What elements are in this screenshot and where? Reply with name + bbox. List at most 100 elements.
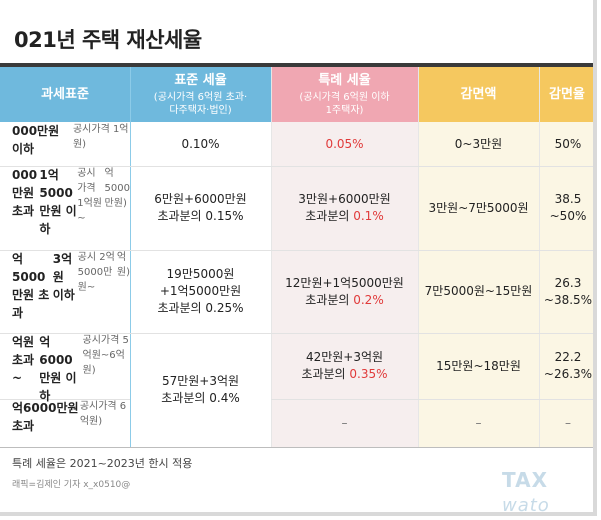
header-rate-label: 감면율 (549, 87, 585, 102)
special-rate-percent: 0.1% (353, 209, 384, 223)
tax-base-text: 000만원 이하 (12, 124, 60, 156)
special-rate-value: 3만원+6000만원 (298, 192, 391, 206)
tax-base-note: 공시가격 1억원) (72, 124, 129, 150)
row-divider (0, 250, 593, 251)
header-reduction: 감면액 (418, 67, 539, 122)
special-rate-prefix: 초과분의 (305, 292, 354, 307)
table-row-5-rate: – (539, 399, 593, 447)
special-rate-line: 초과분의 0.1% (305, 208, 383, 225)
table-row-4-special: 42만원+3억원 초과분의 0.35% (271, 333, 418, 399)
special-rate-value: 42만원+3억원 (305, 350, 384, 364)
row-divider (0, 399, 130, 400)
reduction-rate-value: 26.3 (554, 275, 582, 290)
table-bottom-line (0, 447, 593, 448)
table-row-4-rate: 22.2 ~26.3% (539, 333, 593, 399)
header-special-sub: (공시가격 6억원 이하 (299, 92, 390, 103)
standard-rate-value: 6만원+6000만원 (154, 192, 247, 206)
special-rate-line: 초과분의 0.35% (301, 366, 387, 383)
table-row-1-rate: 50% (539, 122, 593, 166)
header-standard-sub: 다주택자·법인) (169, 105, 232, 116)
header-special-bg (271, 67, 418, 122)
tax-base-note: 억원) (116, 252, 131, 278)
reduction-rate-value: ~38.5% (543, 292, 593, 307)
col-divider (539, 67, 540, 447)
reduction-value: 15만원~18만원 (436, 358, 521, 373)
header-special-rate: 특례 세율 (공시가격 6억원 이하 1주택자) (271, 67, 418, 122)
table-row-2-base: 000만원 초과 1억5000만원 이하 공시가격 1억원~ 억5000만원) (0, 166, 130, 250)
table-row-5-reduction: – (418, 399, 539, 447)
tax-base-text: 1억5000만원 이하 (39, 168, 77, 236)
standard-rate-value: 초과분의 0.4% (161, 391, 240, 405)
standard-rate-value: 0.10% (181, 136, 220, 151)
special-rate-prefix: 초과분의 (301, 367, 350, 381)
table-row-1-special: 0.05% (271, 122, 418, 166)
table-row-3-base: 억5000만원 초과 3억원 이하 공시 2억5000만원~ 억원) (0, 250, 130, 333)
tax-base-note: 공시가격 5억원~6억원) (82, 335, 129, 376)
table-row-4-reduction: 15만원~18만원 (418, 333, 539, 399)
table-row-2-special: 3만원+6000만원 초과분의 0.1% (271, 166, 418, 250)
header-reduction-label: 감면액 (460, 87, 497, 102)
header-standard-rate: 표준 세율 (공시가격 6억원 초과· 다주택자·법인) (130, 67, 271, 122)
standard-rate-value: 초과분의 0.15% (157, 209, 244, 223)
header-tax-base: 과세표준 (0, 67, 130, 122)
tax-base-text: 억5000만원 초과 (12, 252, 50, 320)
special-rate-value: 0.05% (325, 136, 364, 151)
reduction-rate-value: 38.5 (554, 192, 582, 206)
table-row-4-base: 억원 초과~ 억6000만원 이하 공시가격 5억원~6억원) (0, 333, 130, 403)
table-row-3-rate: 26.3 ~38.5% (539, 250, 593, 333)
row-divider (0, 333, 593, 334)
header-rate: 감면율 (539, 67, 593, 122)
reduction-rate-value: ~50% (549, 209, 587, 223)
table-row-1-base: 000만원 이하 공시가격 1억원) (0, 122, 130, 166)
tax-base-text: 000만원 초과 (12, 168, 38, 218)
table-row-5-special: – (271, 399, 418, 447)
table-row-5-base: 억6000만원 초과 공시가격 6억원) (0, 399, 130, 447)
tax-base-text: 억6000만원 이하 (39, 335, 77, 403)
table-row-1-reduction: 0~3만원 (418, 122, 539, 166)
reduction-value: 3만원~7만5000원 (428, 200, 529, 215)
table-row-2-reduction: 3만원~7만5000원 (418, 166, 539, 250)
row-divider (271, 399, 593, 400)
tax-base-text: 3억원 이하 (52, 252, 75, 302)
standard-rate-value: 19만5000원 (166, 267, 235, 281)
tax-base-note: 공시가격 1억원~ (77, 168, 102, 224)
reduction-value: 0~3만원 (454, 136, 503, 151)
header-standard-label: 표준 세율 (174, 73, 227, 88)
reduction-rate-value: 22.2 (554, 350, 582, 364)
header-standard-sub: (공시가격 6억원 초과· (153, 92, 248, 103)
tax-base-note: 공시가격 6억원) (79, 401, 127, 427)
reduction-rate-value: – (565, 415, 571, 430)
title-divider (0, 63, 593, 67)
special-rate-prefix: 초과분의 (305, 209, 354, 223)
table-row-3-reduction: 7만5000원~15만원 (418, 250, 539, 333)
table-row-3-standard: 19만5000원 +1억5000만원 초과분의 0.25% (130, 250, 271, 333)
header-reduction-bg (418, 67, 539, 122)
col-divider (271, 67, 272, 447)
table-row-2-rate: 38.5 ~50% (539, 166, 593, 250)
special-rate-value: 12만원+1억5000만원 (285, 275, 404, 290)
row-divider (0, 166, 593, 167)
header-tax-base-label: 과세표준 (41, 87, 89, 102)
tax-base-note: 억5000만원) (104, 168, 130, 209)
reduction-rate-value: 50% (554, 136, 582, 151)
col-divider (418, 67, 419, 447)
rate-column-bg (539, 122, 593, 447)
tax-base-text: 억원 초과~ (12, 335, 35, 385)
reduction-rate-value: ~26.3% (543, 367, 593, 381)
table-row-4-5-standard-merged: 57만원+3억원 초과분의 0.4% (130, 333, 271, 447)
credit-line: 래픽=김제인 기자 x_x0510@ (12, 480, 131, 490)
standard-rate-value: +1억5000만원 (159, 284, 242, 298)
logo-main-text: TAX (502, 468, 548, 492)
taxwatch-logo: TAX wato (502, 468, 593, 512)
tax-base-text: 억6000만원 초과 (12, 401, 79, 433)
header-special-sub: 1주택자) (325, 105, 364, 116)
reduction-column-bg (418, 122, 539, 447)
reduction-value: – (475, 415, 482, 430)
col-divider (130, 67, 131, 447)
tax-base-note: 공시 2억5000만원~ (77, 252, 115, 293)
footnote: 특례 세율은 2021~2023년 한시 적용 (12, 457, 193, 470)
table-row-3-special: 12만원+1억5000만원 초과분의 0.2% (271, 250, 418, 333)
standard-rate-value: 초과분의 0.25% (157, 301, 244, 315)
header-rate-bg (539, 67, 593, 122)
